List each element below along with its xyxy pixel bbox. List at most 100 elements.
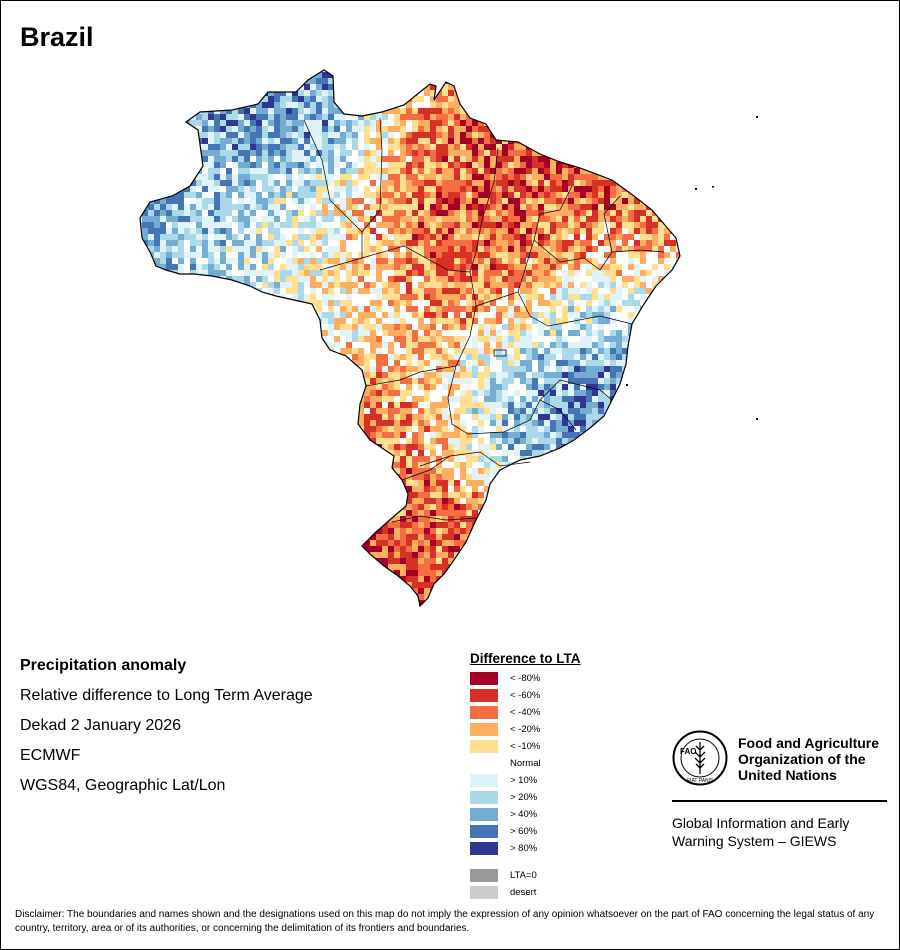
anomaly-cell — [346, 294, 352, 300]
anomaly-cell — [532, 348, 538, 354]
anomaly-cell — [532, 276, 538, 282]
anomaly-cell — [250, 204, 256, 210]
anomaly-cell — [334, 210, 340, 216]
anomaly-cell — [178, 294, 184, 300]
anomaly-cell — [304, 108, 310, 114]
anomaly-cell — [202, 330, 208, 336]
anomaly-cell — [166, 78, 172, 84]
anomaly-cell — [196, 360, 202, 366]
anomaly-cell — [140, 192, 142, 198]
anomaly-cell — [646, 246, 652, 252]
anomaly-cell — [208, 378, 214, 384]
anomaly-cell — [616, 306, 622, 312]
anomaly-cell — [292, 270, 298, 276]
anomaly-cell — [178, 144, 184, 150]
anomaly-cell — [610, 366, 616, 372]
anomaly-cell — [634, 174, 640, 180]
anomaly-cell — [616, 96, 622, 102]
anomaly-cell — [670, 240, 676, 246]
anomaly-cell — [190, 240, 196, 246]
anomaly-cell — [490, 300, 496, 306]
anomaly-cell — [484, 60, 490, 66]
anomaly-cell — [418, 354, 424, 360]
anomaly-cell — [190, 360, 196, 366]
anomaly-cell — [154, 72, 160, 78]
anomaly-cell — [364, 222, 370, 228]
anomaly-cell — [682, 90, 688, 96]
anomaly-cell — [202, 240, 208, 246]
anomaly-cell — [394, 174, 400, 180]
anomaly-cell — [256, 222, 262, 228]
anomaly-cell — [670, 114, 676, 120]
anomaly-cell — [250, 372, 256, 378]
anomaly-cell — [568, 72, 574, 78]
anomaly-cell — [562, 288, 568, 294]
anomaly-cell — [286, 96, 292, 102]
anomaly-cell — [268, 234, 274, 240]
anomaly-cell — [472, 246, 478, 252]
anomaly-cell — [670, 78, 676, 84]
anomaly-cell — [268, 168, 274, 174]
anomaly-cell — [658, 72, 664, 78]
anomaly-cell — [490, 168, 496, 174]
anomaly-cell — [154, 276, 160, 282]
anomaly-cell — [454, 102, 460, 108]
anomaly-cell — [202, 90, 208, 96]
anomaly-cell — [328, 240, 334, 246]
anomaly-cell — [526, 72, 532, 78]
anomaly-cell — [412, 366, 418, 372]
anomaly-cell — [364, 264, 370, 270]
anomaly-cell — [514, 210, 520, 216]
anomaly-cell — [280, 342, 286, 348]
anomaly-cell — [178, 306, 184, 312]
anomaly-cell — [460, 306, 466, 312]
anomaly-cell — [610, 138, 616, 144]
anomaly-cell — [250, 348, 256, 354]
anomaly-cell — [376, 372, 382, 378]
anomaly-cell — [412, 174, 418, 180]
anomaly-cell — [364, 306, 370, 312]
anomaly-cell — [262, 306, 268, 312]
anomaly-cell — [508, 336, 514, 342]
anomaly-cell — [202, 70, 208, 72]
anomaly-cell — [580, 84, 586, 90]
anomaly-cell — [256, 70, 262, 72]
anomaly-cell — [256, 84, 262, 90]
anomaly-cell — [418, 282, 424, 288]
anomaly-cell — [316, 168, 322, 174]
anomaly-cell — [286, 102, 292, 108]
anomaly-cell — [490, 378, 496, 384]
anomaly-cell — [592, 138, 598, 144]
anomaly-cell — [238, 354, 244, 360]
anomaly-cell — [526, 234, 532, 240]
anomaly-cell — [406, 300, 412, 306]
anomaly-cell — [232, 144, 238, 150]
anomaly-cell — [262, 336, 268, 342]
anomaly-cell — [304, 372, 310, 378]
anomaly-cell — [634, 336, 640, 342]
anomaly-cell — [520, 228, 526, 234]
anomaly-cell — [538, 300, 544, 306]
anomaly-cell — [292, 150, 298, 156]
anomaly-cell — [382, 270, 388, 276]
anomaly-cell — [514, 222, 520, 228]
anomaly-cell — [214, 120, 220, 126]
anomaly-cell — [232, 282, 238, 288]
anomaly-cell — [352, 72, 358, 78]
anomaly-cell — [184, 246, 190, 252]
anomaly-cell — [358, 174, 364, 180]
anomaly-cell — [418, 342, 424, 348]
anomaly-cell — [280, 252, 286, 258]
anomaly-cell — [226, 72, 232, 78]
anomaly-cell — [226, 204, 232, 210]
anomaly-cell — [418, 360, 424, 366]
anomaly-cell — [406, 324, 412, 330]
anomaly-cell — [364, 96, 370, 102]
anomaly-cell — [640, 348, 646, 354]
anomaly-cell — [154, 240, 160, 246]
anomaly-cell — [226, 318, 232, 324]
anomaly-cell — [190, 144, 196, 150]
anomaly-cell — [256, 372, 262, 378]
anomaly-cell — [352, 180, 358, 186]
anomaly-cell — [190, 192, 196, 198]
